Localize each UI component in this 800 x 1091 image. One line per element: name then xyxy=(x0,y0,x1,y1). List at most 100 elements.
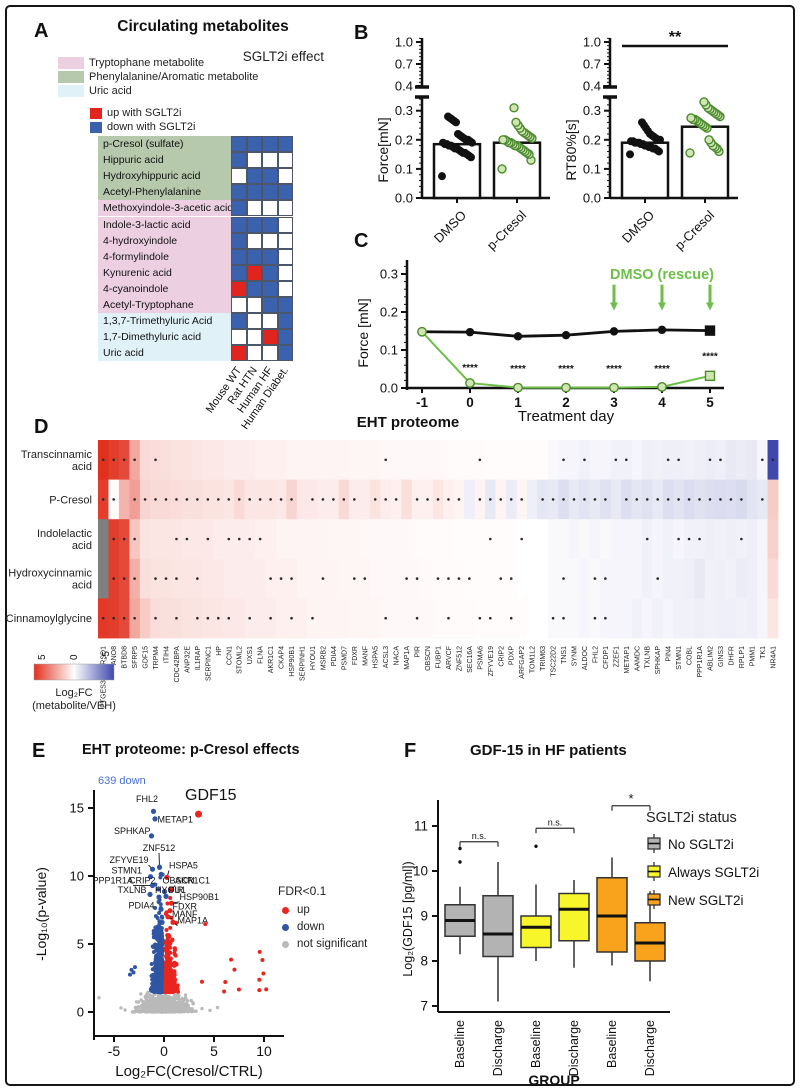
heatmap-cell xyxy=(307,519,319,560)
heatmap-cell xyxy=(307,558,319,599)
significance-dot xyxy=(133,458,136,462)
legend-item-label: not significant xyxy=(297,938,368,950)
significance-stars: **** xyxy=(462,363,478,374)
y-tick-label: 1.0 xyxy=(395,35,413,50)
up-point xyxy=(199,979,204,984)
heatmap-cell xyxy=(328,519,340,560)
metabolite-row-label: p-Cresol (sulfate) xyxy=(98,136,231,153)
heatmap-cell xyxy=(181,440,193,480)
significance-dot xyxy=(384,498,387,501)
heatmap-cell xyxy=(589,519,601,560)
effect-cell xyxy=(262,313,278,330)
panel-e-letter: E xyxy=(32,740,46,762)
effect-cell xyxy=(277,136,294,153)
significance-dot xyxy=(175,498,178,501)
heatmap-cell xyxy=(370,519,381,560)
metabolite-row-label: Hippuric acid xyxy=(98,152,231,169)
y-tick-label: 8 xyxy=(420,954,428,969)
heatmap-cell xyxy=(234,440,245,480)
significance-label: n.s. xyxy=(548,817,563,827)
significance-stars: ** xyxy=(669,29,682,46)
heatmap-cell xyxy=(704,598,716,639)
heatmap-cell xyxy=(296,558,308,599)
ns-point xyxy=(178,1009,182,1013)
significance-dot xyxy=(217,616,220,620)
effect-cell xyxy=(277,152,294,169)
heatmap-cell xyxy=(411,440,423,480)
down-point xyxy=(157,981,162,986)
ns-point xyxy=(134,1000,139,1004)
ns-point xyxy=(147,1000,151,1004)
significance-dot xyxy=(593,498,597,501)
ns-point xyxy=(186,1009,190,1014)
heatmap-cell xyxy=(547,519,559,560)
y-tick-label: 0.0 xyxy=(583,191,601,206)
box xyxy=(558,892,590,942)
up-point xyxy=(168,925,173,930)
effect-cell xyxy=(262,329,278,346)
down-point xyxy=(151,988,156,993)
significance-dot xyxy=(248,616,251,620)
protein-column-label: TRIM63 xyxy=(540,646,547,671)
significance-dot xyxy=(353,498,356,501)
heatmap-cell xyxy=(328,598,340,639)
heatmap-cell xyxy=(631,598,643,639)
significance-dot xyxy=(478,498,482,501)
significance-dot xyxy=(196,616,199,620)
heatmap-cell xyxy=(757,558,768,599)
ns-point xyxy=(173,1010,177,1014)
heatmap-cell xyxy=(192,519,204,560)
effect-cell xyxy=(277,329,294,346)
ns-point xyxy=(185,999,190,1003)
heatmap-cell xyxy=(579,519,591,560)
protein-point-label: OBSCN xyxy=(163,875,195,885)
y-axis-title: Force [mN] xyxy=(355,298,371,367)
heatmap-cell xyxy=(139,598,151,639)
significance-dot xyxy=(499,498,503,501)
y-tick-label: 0.0 xyxy=(395,191,413,206)
fdr-legend: FDR<0.1 up down not significant xyxy=(278,884,367,955)
significance-dot xyxy=(248,498,251,501)
p-cresol-data-point xyxy=(685,148,695,158)
significance-dot xyxy=(373,498,377,501)
heatmap-cell xyxy=(715,598,727,639)
effect-cell xyxy=(277,264,294,281)
down-point xyxy=(152,978,157,983)
significance-dot xyxy=(436,498,440,501)
outlier-point xyxy=(534,844,538,848)
down-point xyxy=(157,988,162,993)
protein-point-label: FHL2 xyxy=(136,794,158,804)
up-point xyxy=(168,984,173,989)
significance-dot xyxy=(227,616,231,620)
labeled-protein-point xyxy=(150,808,157,814)
heatmap-cell xyxy=(537,440,549,480)
significance-label: * xyxy=(628,791,633,806)
effect-cell xyxy=(277,200,294,217)
significance-dot xyxy=(206,498,210,501)
heatmap-cell xyxy=(642,598,653,639)
heatmap-row-label: P-Cresol xyxy=(49,494,92,506)
heatmap-cell xyxy=(642,558,653,599)
heatmap-cell xyxy=(725,558,737,599)
protein-point-label: METAP1 xyxy=(158,814,193,824)
effect-legend-item: up with SGLT2i xyxy=(90,106,195,120)
significance-dot xyxy=(562,616,565,620)
heatmap-cell xyxy=(401,440,413,480)
panel-d-letter: D xyxy=(34,416,49,438)
significance-dot xyxy=(279,498,283,501)
significance-dot xyxy=(363,577,367,580)
heatmap-cell xyxy=(767,479,779,520)
heatmap-cell xyxy=(349,440,360,480)
heatmap-cell xyxy=(359,479,371,520)
series-end-marker xyxy=(704,325,716,336)
protein-column-label: CKAP4 xyxy=(279,646,286,669)
p-cresol-data-point xyxy=(699,97,709,107)
heatmap-cell xyxy=(589,440,601,480)
ns-point xyxy=(165,1001,169,1005)
p-cresol-data-point xyxy=(497,164,507,174)
ns-point xyxy=(181,1009,185,1013)
down-point xyxy=(159,931,164,936)
significance-dot xyxy=(447,577,450,580)
heatmap-cell xyxy=(757,598,768,639)
category-swatch xyxy=(58,57,84,69)
